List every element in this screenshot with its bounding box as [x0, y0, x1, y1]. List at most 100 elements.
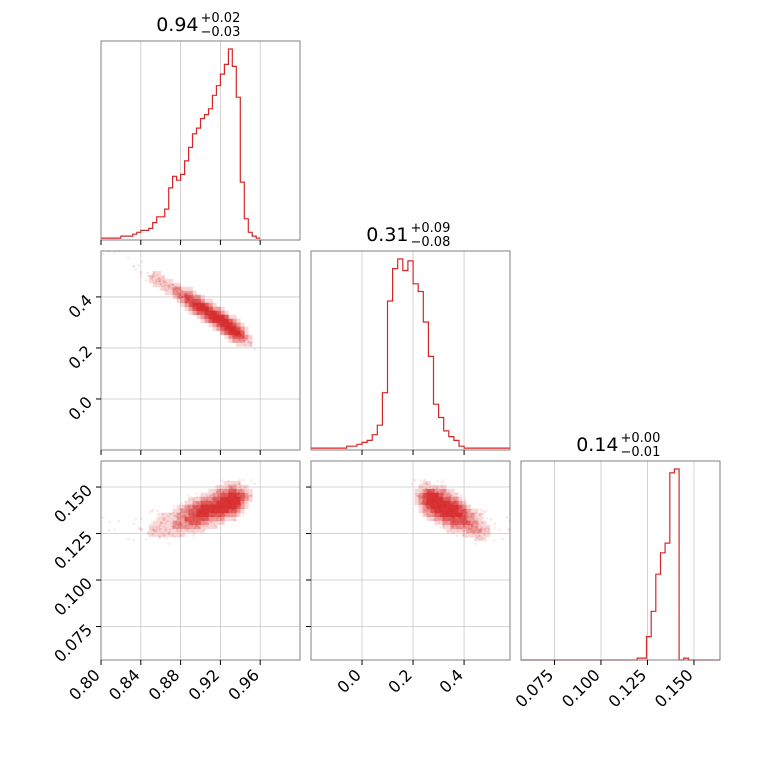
sample-point	[160, 522, 163, 525]
sample-point	[173, 536, 176, 539]
sample-point	[219, 518, 223, 522]
sample-point	[139, 527, 142, 531]
sample-point	[163, 279, 166, 282]
sample-point	[173, 291, 176, 294]
sample-point	[419, 489, 422, 492]
sample-point	[453, 498, 457, 501]
sample-point	[184, 514, 188, 517]
sample-point	[148, 511, 152, 514]
sample-point	[170, 288, 173, 291]
sample-point	[155, 525, 158, 528]
x-tick-label: 0.96	[224, 665, 263, 704]
sample-point	[240, 501, 244, 504]
sample-point	[177, 522, 180, 525]
sample-point	[462, 524, 465, 527]
sample-point	[192, 532, 195, 535]
sample-point	[475, 522, 479, 525]
sample-point	[238, 481, 241, 485]
sample-point	[216, 491, 219, 494]
histogram-1-title: 0.94 +0.02−0.03	[156, 11, 240, 40]
y-tick-label: 0.2	[65, 342, 96, 373]
sample-point	[470, 515, 473, 518]
sample-point	[236, 513, 240, 517]
joint-panel-1-data	[102, 249, 256, 351]
sample-point	[459, 494, 463, 497]
sample-point	[180, 295, 184, 298]
title-plus: +0.00	[621, 431, 661, 446]
sample-point	[210, 497, 213, 501]
sample-point	[113, 528, 116, 531]
sample-point	[481, 512, 484, 516]
sample-point	[486, 526, 489, 529]
sample-point	[179, 296, 183, 299]
sample-point	[188, 291, 192, 295]
sample-point	[471, 512, 474, 515]
sample-point	[461, 529, 465, 532]
sample-point	[470, 523, 474, 527]
sample-point	[155, 280, 158, 284]
sample-point	[155, 527, 158, 530]
sample-point	[249, 341, 252, 345]
sample-point	[473, 521, 476, 525]
sample-point	[157, 512, 160, 516]
sample-point	[482, 517, 485, 520]
sample-point	[167, 284, 170, 287]
y-tick-label: 0.0	[65, 393, 96, 424]
joint-panel-1-grid	[100, 251, 300, 450]
hist-panel-2-frame	[310, 250, 511, 451]
sample-point	[184, 514, 187, 518]
sample-point	[427, 514, 430, 517]
sample-point	[184, 305, 188, 308]
sample-point	[176, 512, 179, 515]
sample-point	[179, 294, 182, 298]
sample-point	[182, 514, 186, 517]
sample-point	[477, 531, 480, 535]
sample-point	[168, 284, 172, 288]
sample-point	[428, 515, 431, 518]
sample-point	[132, 539, 136, 542]
sample-point	[158, 535, 161, 538]
sample-point	[175, 522, 178, 526]
sample-point	[474, 520, 477, 523]
sample-point	[484, 527, 487, 530]
histogram-3-step	[521, 468, 720, 661]
sample-point	[132, 522, 136, 525]
sample-point	[227, 513, 230, 516]
y-tick-label: 0.075	[50, 620, 96, 666]
sample-point	[179, 512, 182, 515]
sample-point	[163, 516, 166, 520]
sample-point	[421, 486, 424, 489]
sample-point	[172, 519, 175, 522]
sample-point	[471, 533, 475, 536]
sample-point	[245, 489, 248, 493]
sample-point	[459, 527, 463, 531]
sample-point	[178, 294, 181, 297]
sample-point	[172, 505, 175, 508]
sample-point	[467, 526, 470, 530]
sample-point	[205, 498, 208, 501]
sample-point	[181, 515, 184, 518]
sample-point	[469, 527, 473, 530]
sample-point	[243, 486, 247, 489]
sample-point	[179, 288, 182, 292]
sample-point	[417, 494, 420, 497]
title-plus: +0.02	[201, 11, 241, 26]
sample-point	[203, 523, 206, 527]
sample-point	[425, 483, 428, 486]
sample-point	[150, 527, 153, 530]
sample-point	[225, 488, 228, 491]
hist-panel-3-grid	[554, 461, 695, 660]
sample-point	[479, 538, 482, 541]
sample-point	[467, 525, 470, 529]
sample-point	[480, 526, 484, 529]
sample-point	[161, 285, 164, 288]
sample-point	[172, 521, 176, 524]
sample-point	[478, 529, 482, 533]
sample-point	[475, 528, 478, 531]
sample-point	[171, 534, 174, 537]
sample-point	[433, 485, 436, 488]
sample-point	[161, 531, 164, 535]
sample-point	[442, 524, 445, 527]
sample-point	[157, 277, 160, 280]
sample-point	[435, 487, 439, 490]
